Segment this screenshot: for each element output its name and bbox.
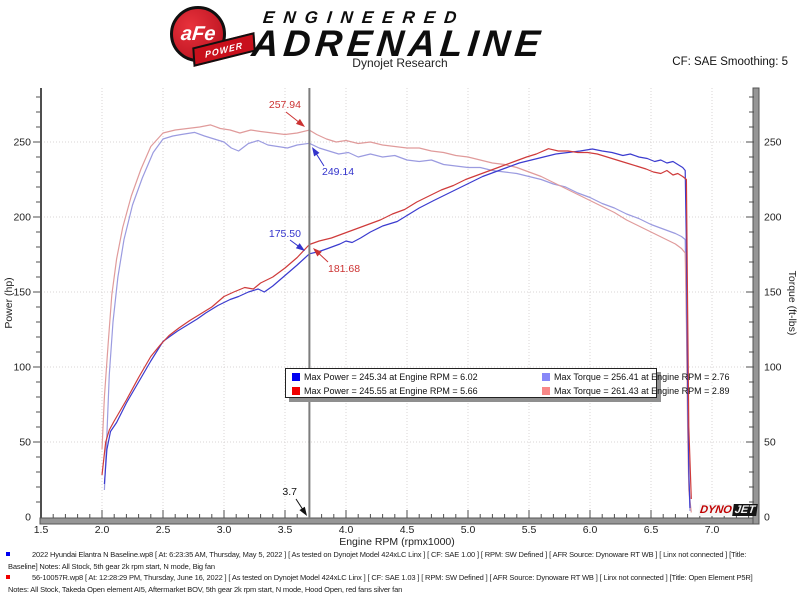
- svg-text:7.0: 7.0: [705, 524, 720, 536]
- cursor-value-label: 181.68: [328, 263, 360, 275]
- legend-label: Max Torque = 261.43 at Engine RPM = 2.89: [554, 386, 730, 396]
- curve-baseline-power: [103, 148, 691, 509]
- footer-line-text: Baseline] Notes: All Stock, 5th gear 2k …: [8, 561, 215, 571]
- legend-label: Max Power = 245.34 at Engine RPM = 6.02: [304, 372, 478, 382]
- legend-label: Max Torque = 256.41 at Engine RPM = 2.76: [554, 372, 730, 382]
- legend-swatch-pink: [542, 387, 550, 395]
- legend-label: Max Power = 245.55 at Engine RPM = 5.66: [304, 386, 478, 396]
- run-details-footer: 2022 Hyundai Elantra N Baseline.wp8 [ At…: [4, 549, 796, 595]
- svg-text:200: 200: [13, 212, 31, 224]
- svg-text:150: 150: [764, 287, 782, 299]
- curve-baseline-torque: [103, 131, 691, 512]
- svg-text:6.0: 6.0: [583, 524, 598, 536]
- svg-text:50: 50: [19, 437, 31, 449]
- footer-line: 56-10057R.wp8 [ At: 12:28:29 PM, Thursda…: [4, 572, 796, 584]
- cursor-value-label: 3.7: [282, 486, 297, 498]
- footer-line: Baseline] Notes: All Stock, 5th gear 2k …: [4, 561, 796, 573]
- footer-line-text: 56-10057R.wp8 [ At: 12:28:29 PM, Thursda…: [32, 573, 753, 582]
- curve-open-element-p5r-power: [101, 148, 692, 500]
- axes: [39, 87, 760, 525]
- svg-text:250: 250: [13, 137, 31, 149]
- footer-line: 2022 Hyundai Elantra N Baseline.wp8 [ At…: [4, 549, 796, 561]
- x-axis-ticks: 1.5 2.0 2.5 3.0 3.5 4.0 4.5 5.0 5.5 6.0 6.5 7.0: [34, 510, 750, 536]
- legend-swatch-red: [292, 387, 300, 395]
- svg-text:3.5: 3.5: [278, 524, 293, 536]
- legend-entry-max-power-mod: Max Power = 245.55 at Engine RPM = 5.66: [292, 386, 542, 396]
- legend-entry-max-torque-mod: Max Torque = 261.43 at Engine RPM = 2.89: [542, 386, 729, 396]
- axis-titles: Power (hp) Torque (ft-lbs) Engine RPM (rpm…: [3, 271, 798, 548]
- legend-entry-max-torque-baseline: Max Torque = 256.41 at Engine RPM = 2.76: [542, 372, 729, 382]
- svg-text:6.5: 6.5: [644, 524, 659, 536]
- run-marker-icon: [6, 575, 10, 579]
- svg-text:2.0: 2.0: [95, 524, 110, 536]
- legend-entry-max-power-baseline: Max Power = 245.34 at Engine RPM = 6.02: [292, 372, 542, 382]
- right-axis-title: Torque (ft-lbs): [786, 271, 798, 336]
- svg-text:100: 100: [13, 362, 31, 374]
- svg-text:5.0: 5.0: [461, 524, 476, 536]
- svg-text:0: 0: [25, 512, 31, 524]
- svg-text:3.0: 3.0: [217, 524, 232, 536]
- footer-line-text: Notes: All Stock, Takeda Open element AI…: [8, 584, 403, 594]
- svg-text:50: 50: [764, 437, 776, 449]
- legend-swatch-blue: [292, 373, 300, 381]
- cursor-value-label: 257.94: [269, 99, 301, 111]
- cursor-value-label: 175.50: [269, 228, 301, 240]
- y-axis-ticks: 0 0 50 50 100 100 150 150 200 200 250 250: [13, 96, 782, 524]
- cursor-value-label: 249.14: [322, 166, 354, 178]
- run-marker-icon: [6, 552, 10, 556]
- x-axis-title: Engine RPM (rpmx1000): [339, 536, 455, 548]
- svg-text:100: 100: [764, 362, 782, 374]
- dynojet-logo-dyno: DYNO: [698, 504, 734, 516]
- header: aFe POWER ENGINEERED ADRENALINE Dynojet …: [0, 0, 800, 78]
- svg-text:250: 250: [764, 137, 782, 149]
- svg-text:4.0: 4.0: [339, 524, 354, 536]
- svg-text:4.5: 4.5: [400, 524, 415, 536]
- svg-text:2.5: 2.5: [156, 524, 171, 536]
- legend-swatch-lightblue: [542, 373, 550, 381]
- svg-text:5.5: 5.5: [522, 524, 537, 536]
- svg-text:150: 150: [13, 287, 31, 299]
- dynojet-logo: DYNO JET: [698, 504, 758, 516]
- legend-box: Max Power = 245.34 at Engine RPM = 6.02 …: [285, 368, 729, 398]
- curve-open-element-p5r-torque: [101, 124, 692, 513]
- svg-text:200: 200: [764, 212, 782, 224]
- chart-title: Dynojet Research: [352, 56, 448, 70]
- svg-text:1.5: 1.5: [34, 524, 49, 536]
- footer-line-text: 2022 Hyundai Elantra N Baseline.wp8 [ At…: [32, 550, 747, 559]
- dynojet-logo-jet: JET: [731, 504, 758, 516]
- footer-line: Notes: All Stock, Takeda Open element AI…: [4, 584, 796, 596]
- left-axis-title: Power (hp): [3, 277, 15, 328]
- correction-factor-note: CF: SAE Smoothing: 5: [672, 56, 788, 68]
- svg-text:0: 0: [764, 512, 770, 524]
- cursor-callouts: 257.94 249.14 175.50 181.68 3.7: [269, 99, 360, 516]
